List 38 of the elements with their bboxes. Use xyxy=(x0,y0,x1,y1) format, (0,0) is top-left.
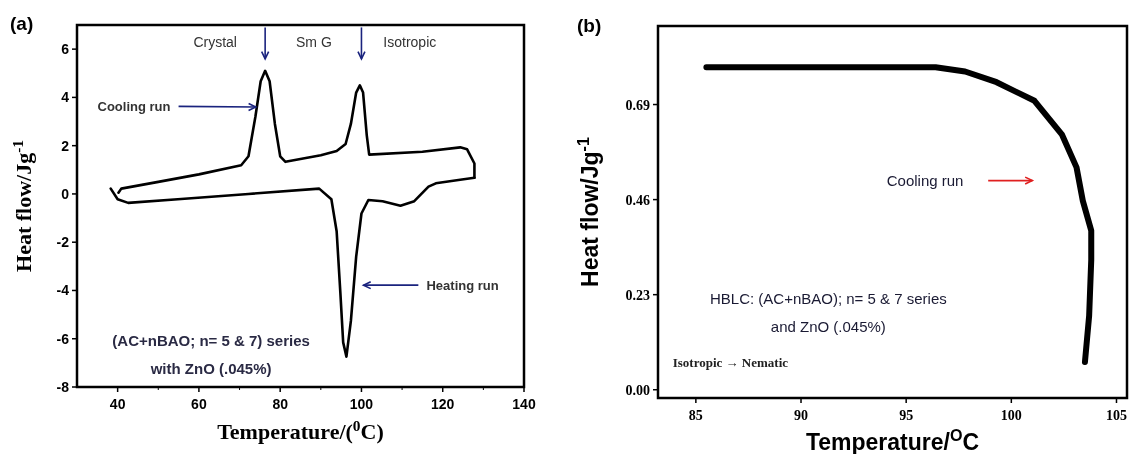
annotation: and ZnO (.045%) xyxy=(770,317,886,335)
x-axis-title: Temperature/($^{0}$C) xyxy=(217,416,384,444)
y-tick-label: 0 xyxy=(61,185,70,202)
x-tick-label: 85 xyxy=(688,408,703,423)
annotation: Heating run xyxy=(426,278,499,294)
annotation: with ZnO (.045%) xyxy=(149,359,272,377)
y-tick-label: -8 xyxy=(56,379,70,395)
annotation: (AC+nBAO; n= 5 & 7) series xyxy=(112,332,310,350)
annotation: Cooling run xyxy=(97,99,171,115)
annotation: HBLC: (AC+nBAO); n= 5 & 7 series xyxy=(709,289,947,307)
y-tick-label: -6 xyxy=(56,330,70,347)
x-axis-title: Temperature/$^{O}$C xyxy=(805,426,980,454)
y-tick-label: 2 xyxy=(61,137,70,154)
x-tick-label: 90 xyxy=(794,408,809,423)
annotation: Isotropic → Nematic xyxy=(672,355,789,371)
annotation: Cooling run xyxy=(886,171,964,189)
y-tick-label: 0.00 xyxy=(625,382,650,398)
chart-title: (a) xyxy=(10,13,34,34)
annotation: Crystal xyxy=(193,33,237,50)
x-tick-label: 95 xyxy=(899,408,914,423)
x-tick-label: 60 xyxy=(191,396,207,412)
x-tick-label: 140 xyxy=(512,396,536,412)
x-tick-label: 100 xyxy=(349,396,374,412)
y-tick-label: -4 xyxy=(56,282,70,299)
y-tick-label: 0.23 xyxy=(625,287,650,303)
x-tick-label: 120 xyxy=(431,396,455,412)
annotation: Sm G xyxy=(296,33,332,50)
y-tick-label: 0.69 xyxy=(625,97,650,113)
y-tick-label: 4 xyxy=(61,89,70,106)
x-tick-label: 105 xyxy=(1105,408,1127,423)
y-tick-label: -2 xyxy=(56,234,70,251)
x-tick-label: 80 xyxy=(272,396,289,412)
annotation: Isotropic xyxy=(383,33,437,50)
y-tick-label: 0.46 xyxy=(625,192,650,208)
chart-title: (b) xyxy=(577,15,602,36)
x-tick-label: 100 xyxy=(1000,408,1022,423)
x-tick-label: 40 xyxy=(109,396,126,412)
y-tick-label: 6 xyxy=(61,41,70,58)
